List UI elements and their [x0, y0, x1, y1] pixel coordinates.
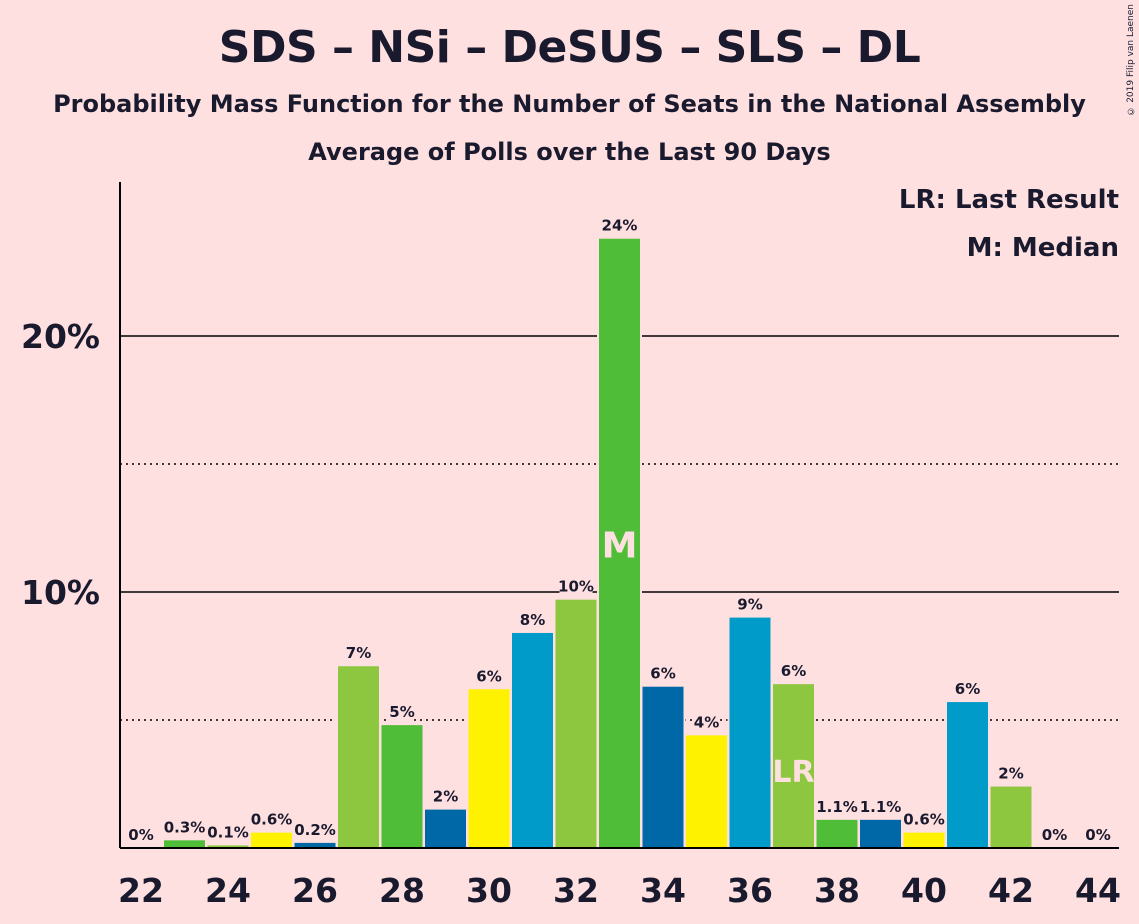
x-tick-label: 26 [292, 871, 338, 910]
bar-label-27: 7% [346, 644, 371, 662]
bars-group: 0% 0.3% 0.1%0.6%0.2%7%5%2%6%8%10%24%M6%4%9… [128, 216, 1111, 849]
x-tick-label: 22 [118, 871, 164, 910]
bar-30 [468, 689, 510, 848]
x-tick-label: 42 [988, 871, 1034, 910]
bar-label-40: 0.6% [903, 811, 945, 829]
bar-label-bg-31 [520, 610, 545, 629]
bar-label-bg-24 [207, 823, 249, 842]
bar-label-bg-43 [1042, 826, 1067, 844]
chart-title: SDS – NSi – DeSUS – SLS – DL [218, 22, 921, 73]
x-tick-label: 28 [379, 871, 425, 910]
bar-37 [773, 684, 814, 848]
x-tick-label: 44 [1075, 871, 1121, 910]
bar-label-37: 6% [781, 662, 806, 680]
bar-label-31: 8% [520, 611, 545, 629]
bar-label-42: 2% [998, 765, 1023, 783]
bar-label-26: 0.2% [294, 821, 336, 839]
bar-23 [164, 840, 205, 848]
bar-label-35: 4% [694, 713, 719, 731]
bar-label-44: 0% [1085, 826, 1110, 844]
bar-label-bg-33 [603, 216, 636, 235]
bar-label-43: 0% [1042, 826, 1067, 844]
bar-label-34: 6% [650, 665, 675, 683]
bar-35 [686, 735, 727, 848]
bar-label-bg-30 [477, 667, 501, 686]
bar-39 [860, 819, 901, 848]
x-tick-label: 34 [640, 871, 686, 910]
bar-label-bg-36 [738, 595, 762, 614]
bar-26 [294, 842, 336, 848]
x-tick-label: 30 [466, 871, 512, 910]
axes: 10% 20% 22 24 26 28 30 32 34 36 38 40 42 44 [21, 182, 1121, 910]
bar-29 [425, 809, 466, 848]
chart-subtitle-period: Average of Polls over the Last 90 Days [308, 138, 831, 166]
bar-34 [642, 686, 684, 848]
bar-38 [816, 819, 858, 848]
chart-subtitle: Probability Mass Function for the Number… [53, 90, 1086, 118]
bar-label-bg-25 [250, 810, 293, 829]
x-tick-label: 40 [901, 871, 947, 910]
y-tick-label: 10% [21, 573, 100, 612]
bar-label-30: 6% [476, 667, 501, 685]
legend-last-result: LR: Last Result [898, 185, 1119, 215]
bar-label-bg-38 [816, 797, 858, 816]
bar-28 [381, 725, 423, 848]
bar-label-bg-23 [163, 818, 206, 837]
bar-27 [338, 666, 379, 848]
bar-label-bg-34 [651, 664, 675, 683]
bar-label-bg-40 [903, 810, 945, 829]
x-tick-label: 24 [205, 871, 251, 910]
median-marker: M [602, 525, 638, 566]
bar-42 [990, 786, 1032, 848]
bar-label-bg-32 [559, 577, 593, 596]
bar-label-bg-26 [294, 820, 336, 839]
bar-31 [512, 632, 553, 848]
bar-25 [251, 832, 292, 848]
bar-41 [947, 702, 988, 848]
bar-label-29: 2% [433, 788, 458, 806]
bar-label-bg-27 [346, 644, 371, 663]
bar-label-bg-29 [433, 787, 458, 806]
bar-label-24: 0.1% [207, 823, 249, 841]
bar-label-41: 6% [955, 680, 980, 698]
bar-label-39: 1.1% [860, 798, 902, 816]
y-tick-label: 20% [21, 317, 100, 356]
bar-33 [599, 238, 640, 849]
x-tick-label: 32 [553, 871, 599, 910]
bar-40 [903, 832, 945, 848]
last-result-marker: LR [772, 755, 814, 790]
bar-36 [729, 617, 771, 848]
bar-label-22: 0% [128, 826, 153, 844]
x-tick-label: 36 [727, 871, 773, 910]
legend-median: M: Median [966, 233, 1119, 263]
bar-label-38: 1.1% [816, 798, 858, 816]
bar-label-bg-39 [859, 797, 902, 816]
bar-label-bg-44 [1086, 826, 1110, 844]
bar-label-36: 9% [737, 596, 762, 614]
bar-label-bg-22 [129, 826, 153, 844]
bar-32 [555, 599, 597, 848]
bar-label-32: 10% [558, 578, 594, 596]
bar-label-bg-41 [955, 680, 980, 699]
bar-label-bg-35 [694, 713, 719, 732]
bar-label-bg-42 [999, 764, 1023, 783]
bar-label-28: 5% [389, 703, 414, 721]
bar-label-bg-37 [781, 662, 806, 681]
bar-label-25: 0.6% [251, 811, 293, 829]
bar-label-23: 0.3% [164, 818, 206, 836]
bar-label-bg-28 [390, 703, 414, 722]
bar-label-33: 24% [602, 217, 638, 235]
bar-24 [207, 845, 249, 848]
x-tick-label: 38 [814, 871, 860, 910]
